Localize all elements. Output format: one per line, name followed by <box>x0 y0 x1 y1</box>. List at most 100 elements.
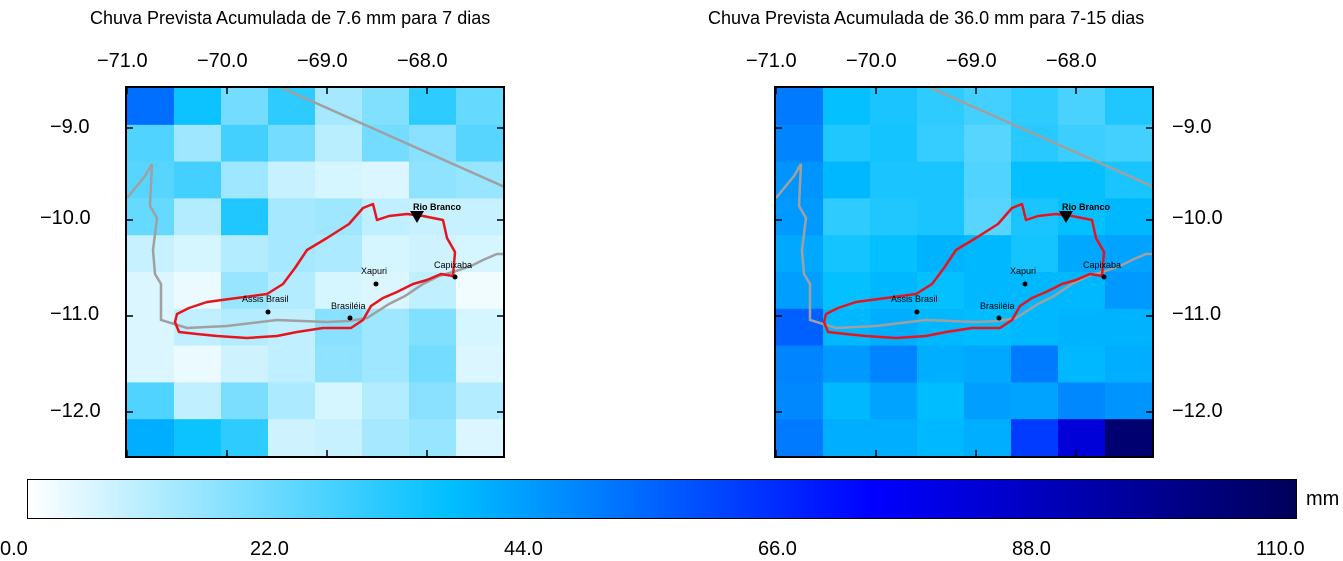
rain-grid-cell <box>174 235 222 273</box>
rain-grid-cell <box>268 198 316 236</box>
rain-grid-cell <box>174 124 222 163</box>
lon-tick-label: −68.0 <box>1046 50 1097 72</box>
panel-title-right: Chuva Prevista Acumulada de 36.0 mm para… <box>708 8 1145 28</box>
rain-grid-cell <box>268 161 316 199</box>
rain-grid-cell <box>315 345 363 383</box>
rain-grid-cell <box>776 345 824 383</box>
country-border-line <box>281 88 503 188</box>
lat-tick-label: −9.0 <box>1172 116 1212 138</box>
panel-title-left: Chuva Prevista Acumulada de 7.6 mm para … <box>90 8 491 28</box>
city-marker-triangle <box>410 211 424 223</box>
colorbar-tick-label: 88.0 <box>1012 538 1051 560</box>
rain-grid-cell <box>1011 345 1059 383</box>
rain-grid-cell <box>870 419 918 456</box>
rain-grid-cell <box>456 308 503 347</box>
city-marker-dot <box>996 315 1002 321</box>
rain-grid-cell <box>221 161 269 199</box>
rain-grid-cell <box>964 345 1012 383</box>
rain-grid-cell <box>870 88 918 126</box>
rain-grid-cell <box>823 272 871 310</box>
city-label: Xapuri <box>1010 266 1036 276</box>
city-marker-dot <box>265 309 271 315</box>
rain-grid-cell <box>1058 161 1106 199</box>
rain-grid-cell <box>1011 419 1059 456</box>
rain-grid-cell <box>315 419 363 456</box>
lon-tick-label: −70.0 <box>197 50 248 72</box>
colorbar-tick-label: 44.0 <box>504 538 543 560</box>
rain-grid-cell <box>823 161 871 199</box>
rain-grid-cell <box>776 419 824 456</box>
rain-grid-cell <box>1011 161 1059 199</box>
rain-grid-cell <box>127 235 175 273</box>
rain-grid-cell <box>870 382 918 420</box>
colorbar-tick-label: 110.0 <box>1256 538 1305 560</box>
rain-grid-cell <box>823 198 871 236</box>
city-label: Brasiléia <box>980 301 1015 311</box>
map-svg: Rio Branco Capixaba Xapuri Assis Brasil Bras… <box>127 88 503 456</box>
rain-grid-cell <box>917 235 965 273</box>
rain-grid-cell <box>127 382 175 420</box>
rain-grid-cell <box>268 235 316 273</box>
rain-grid-cell <box>362 124 410 163</box>
rain-grid-cell <box>1011 382 1059 420</box>
rain-grid-cell <box>221 308 269 347</box>
rain-grid-cell <box>127 124 175 163</box>
rain-grid-cell <box>776 272 824 310</box>
rain-grid-cell <box>362 161 410 199</box>
rain-grid-cell <box>964 382 1012 420</box>
rain-grid-cell <box>268 272 316 310</box>
rain-grid-cell <box>917 382 965 420</box>
rain-grid-cell <box>268 88 316 126</box>
city-label: Assis Brasil <box>891 294 938 304</box>
colorbar <box>27 479 1297 519</box>
rain-grid-cell <box>1011 235 1059 273</box>
rain-grid-cell <box>221 235 269 273</box>
rain-grid-cell <box>964 419 1012 456</box>
rain-grid-cell <box>776 235 824 273</box>
rain-grid-cell <box>221 419 269 456</box>
rain-grid-cell <box>127 419 175 456</box>
colorbar-unit: mm <box>1306 488 1340 510</box>
rain-grid-cell <box>409 382 457 420</box>
rain-grid-cell <box>870 235 918 273</box>
rain-grid-cell <box>823 345 871 383</box>
rain-grid-cell <box>1105 124 1152 163</box>
rain-grid-cell <box>456 382 503 420</box>
rain-grid-cell <box>315 161 363 199</box>
city-label: Assis Brasil <box>242 294 289 304</box>
rain-grid-cell <box>409 419 457 456</box>
rain-grid-cell <box>409 124 457 163</box>
city-label: Xapuri <box>361 266 387 276</box>
rain-grid-cell <box>409 345 457 383</box>
rain-grid-cell <box>870 124 918 163</box>
rain-grid-cell <box>870 308 918 347</box>
city-marker-dot <box>347 315 353 321</box>
country-border-line <box>930 88 1152 188</box>
rain-grid-cell <box>174 345 222 383</box>
rain-grid-cell <box>174 419 222 456</box>
rain-grid-cell <box>268 345 316 383</box>
rain-grid-cell <box>1058 382 1106 420</box>
rain-grid-cell <box>221 124 269 163</box>
rain-grid-cell <box>221 198 269 236</box>
rain-grid-cell <box>917 88 965 126</box>
rain-grid-cell <box>174 272 222 310</box>
rain-grid-cell <box>456 345 503 383</box>
city-label: Brasiléia <box>331 301 366 311</box>
rain-grid-cell <box>456 124 503 163</box>
rain-grid-cell <box>776 382 824 420</box>
rain-grid-cell <box>268 382 316 420</box>
rain-grid-cell <box>776 124 824 163</box>
rain-grid-cell <box>1105 345 1152 383</box>
rain-grid-cell <box>456 88 503 126</box>
lon-tick-label: −69.0 <box>946 50 997 72</box>
rain-grid-cell <box>776 88 824 126</box>
rain-grid-cell <box>1058 345 1106 383</box>
colorbar-tick-label: 0.0 <box>0 538 28 560</box>
rain-grid-cell <box>1105 88 1152 126</box>
lat-tick-label: −9.0 <box>50 116 90 138</box>
rain-grid-cell <box>1105 198 1152 236</box>
city-label: Rio Branco <box>413 202 462 212</box>
rain-grid-cell <box>917 272 965 310</box>
rain-grid-cell <box>1058 419 1106 456</box>
